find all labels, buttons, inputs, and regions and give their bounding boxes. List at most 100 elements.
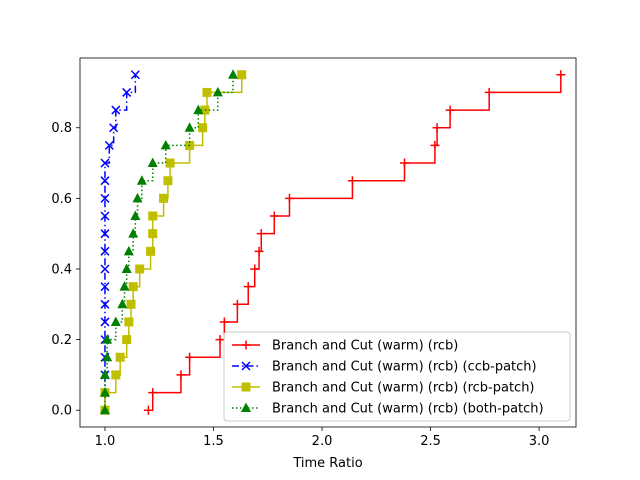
series-4-point bbox=[128, 228, 139, 238]
series-2-point bbox=[100, 264, 110, 274]
series-1-point bbox=[556, 70, 566, 80]
legend-label: Branch and Cut (warm) (rcb) (ccb-patch) bbox=[272, 360, 537, 375]
series-2-point bbox=[100, 158, 110, 168]
series-layer bbox=[99, 69, 566, 415]
series-1-point bbox=[269, 211, 279, 221]
series-3-point bbox=[135, 264, 145, 274]
series-3-point bbox=[126, 299, 136, 309]
series-2-point bbox=[100, 282, 110, 292]
series-2-point bbox=[100, 299, 110, 309]
series-4-point bbox=[119, 281, 130, 291]
series-4-point bbox=[212, 86, 223, 97]
series-1-point bbox=[143, 405, 153, 415]
series-3-point bbox=[128, 282, 138, 292]
series-4-point bbox=[184, 122, 195, 132]
legend-entry: Branch and Cut (warm) (rcb) (both-patch) bbox=[232, 402, 544, 417]
series-4-point bbox=[228, 69, 239, 79]
series-1-point bbox=[347, 176, 357, 186]
series-1-point bbox=[484, 87, 494, 97]
legend: Branch and Cut (warm) (rcb) Branch and Cu… bbox=[223, 331, 571, 422]
y-axis: 0.0 0.2 0.4 0.6 0.8 bbox=[51, 121, 80, 419]
x-axis: 1.0 1.5 2.0 2.5 3.0 bbox=[95, 427, 550, 449]
series-4-point bbox=[99, 369, 110, 379]
series-3-point bbox=[165, 158, 175, 168]
x-tick-label: 1.0 bbox=[95, 434, 116, 449]
series-3-point bbox=[163, 176, 173, 186]
series-1-point bbox=[232, 299, 242, 309]
series-2-point bbox=[100, 229, 110, 239]
series-1-point bbox=[445, 105, 455, 115]
legend-label: Branch and Cut (warm) (rcb) (both-patch) bbox=[272, 402, 544, 417]
x-tick-label: 2.0 bbox=[312, 434, 333, 449]
series-1-point bbox=[256, 229, 266, 239]
series-2-point bbox=[130, 70, 140, 80]
series-1-point bbox=[148, 388, 158, 398]
series-4-point bbox=[136, 175, 147, 185]
series-4-point bbox=[130, 210, 141, 221]
series-1-point bbox=[284, 193, 294, 203]
series-3-point bbox=[198, 123, 208, 133]
series-1-point bbox=[215, 335, 225, 345]
series-4-point bbox=[102, 334, 113, 344]
legend-marker bbox=[241, 340, 251, 350]
y-tick-label: 0.4 bbox=[51, 262, 72, 277]
series-2-point bbox=[111, 105, 121, 115]
x-tick-label: 1.5 bbox=[203, 434, 224, 449]
series-3-point bbox=[124, 317, 134, 327]
series-4 bbox=[99, 69, 239, 415]
series-3-point bbox=[200, 105, 210, 115]
series-3-point bbox=[159, 193, 169, 203]
series-2-point bbox=[100, 246, 110, 256]
series-1-point bbox=[430, 140, 440, 150]
legend-box bbox=[223, 331, 571, 422]
series-2-point bbox=[104, 140, 114, 150]
y-tick-label: 0.0 bbox=[51, 404, 72, 419]
series-1-point bbox=[400, 158, 410, 168]
series-2-point bbox=[100, 176, 110, 186]
legend-marker bbox=[241, 382, 251, 392]
series-4-point bbox=[117, 298, 128, 309]
series-4-point bbox=[147, 157, 158, 168]
legend-marker bbox=[241, 361, 251, 371]
series-4-point bbox=[160, 139, 171, 150]
series-3-point bbox=[202, 87, 212, 97]
series-2-point bbox=[122, 87, 132, 97]
series-2-point bbox=[100, 211, 110, 221]
series-3-point bbox=[115, 352, 125, 362]
series-4-point bbox=[110, 316, 121, 326]
series-4-point bbox=[123, 245, 134, 256]
y-tick-label: 0.8 bbox=[51, 121, 72, 136]
series-4-point bbox=[121, 263, 132, 273]
series-3-point bbox=[237, 70, 247, 80]
series-1-point bbox=[250, 264, 260, 274]
series-3-point bbox=[148, 229, 158, 239]
x-tick-label: 2.5 bbox=[420, 434, 441, 449]
legend-label: Branch and Cut (warm) (rcb) bbox=[272, 339, 458, 354]
series-4-point bbox=[193, 104, 204, 115]
y-tick-label: 0.2 bbox=[51, 333, 72, 348]
x-axis-label: Time Ratio bbox=[292, 456, 362, 471]
legend-entry: Branch and Cut (warm) (rcb) bbox=[232, 339, 458, 354]
legend-entry: Branch and Cut (warm) (rcb) (ccb-patch) bbox=[232, 360, 537, 375]
series-1-point bbox=[219, 317, 229, 327]
series-4-point bbox=[99, 387, 110, 397]
x-tick-label: 3.0 bbox=[529, 434, 550, 449]
series-3-point bbox=[122, 335, 132, 345]
series-2-point bbox=[100, 193, 110, 203]
legend-label: Branch and Cut (warm) (rcb) (rcb-patch) bbox=[272, 381, 535, 396]
series-3-point bbox=[146, 246, 156, 256]
series-1-point bbox=[243, 282, 253, 292]
series-4-point bbox=[102, 351, 113, 362]
y-tick-label: 0.6 bbox=[51, 192, 72, 207]
series-4-point bbox=[132, 192, 143, 203]
series-3-point bbox=[148, 211, 158, 221]
series-4-point bbox=[99, 404, 110, 415]
series-3-point bbox=[111, 370, 121, 380]
legend-entry: Branch and Cut (warm) (rcb) (rcb-patch) bbox=[232, 381, 535, 396]
series-1-point bbox=[432, 123, 442, 133]
series-1-point bbox=[254, 246, 264, 256]
plot-frame bbox=[79, 57, 577, 428]
series-2-point bbox=[109, 123, 119, 133]
series-1-point bbox=[185, 352, 195, 362]
